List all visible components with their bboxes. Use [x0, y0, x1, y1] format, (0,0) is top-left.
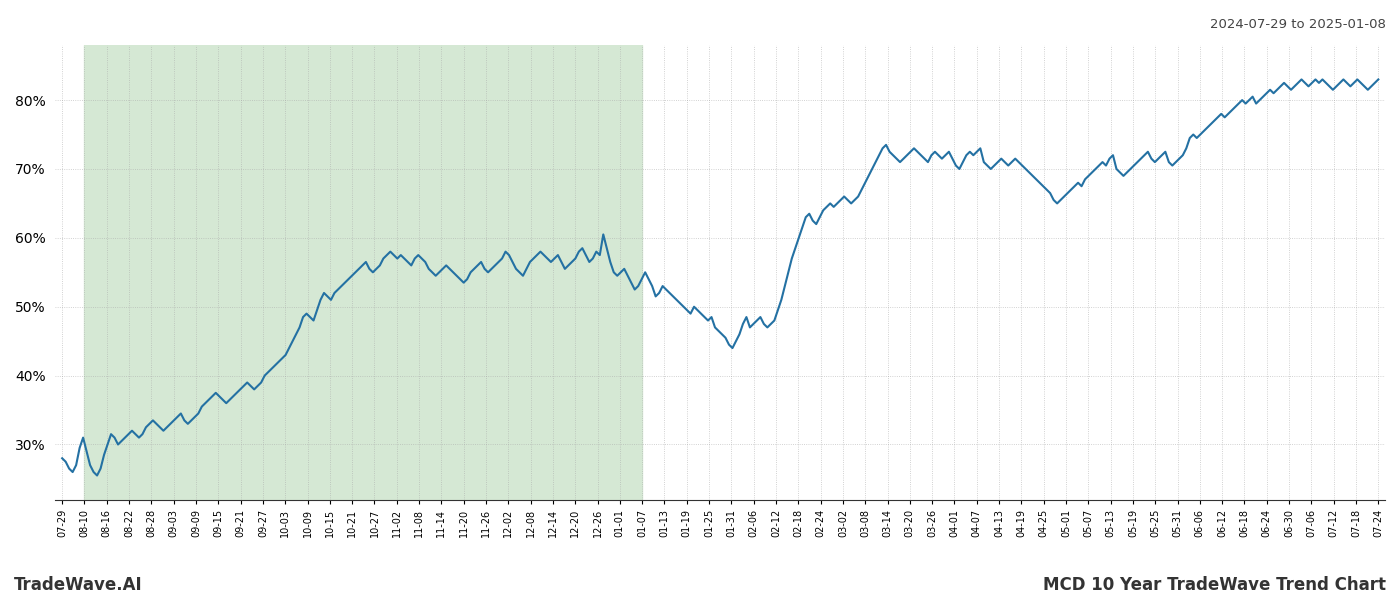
- Text: MCD 10 Year TradeWave Trend Chart: MCD 10 Year TradeWave Trend Chart: [1043, 576, 1386, 594]
- Text: TradeWave.AI: TradeWave.AI: [14, 576, 143, 594]
- Text: 2024-07-29 to 2025-01-08: 2024-07-29 to 2025-01-08: [1210, 18, 1386, 31]
- Bar: [84, 45, 643, 500]
